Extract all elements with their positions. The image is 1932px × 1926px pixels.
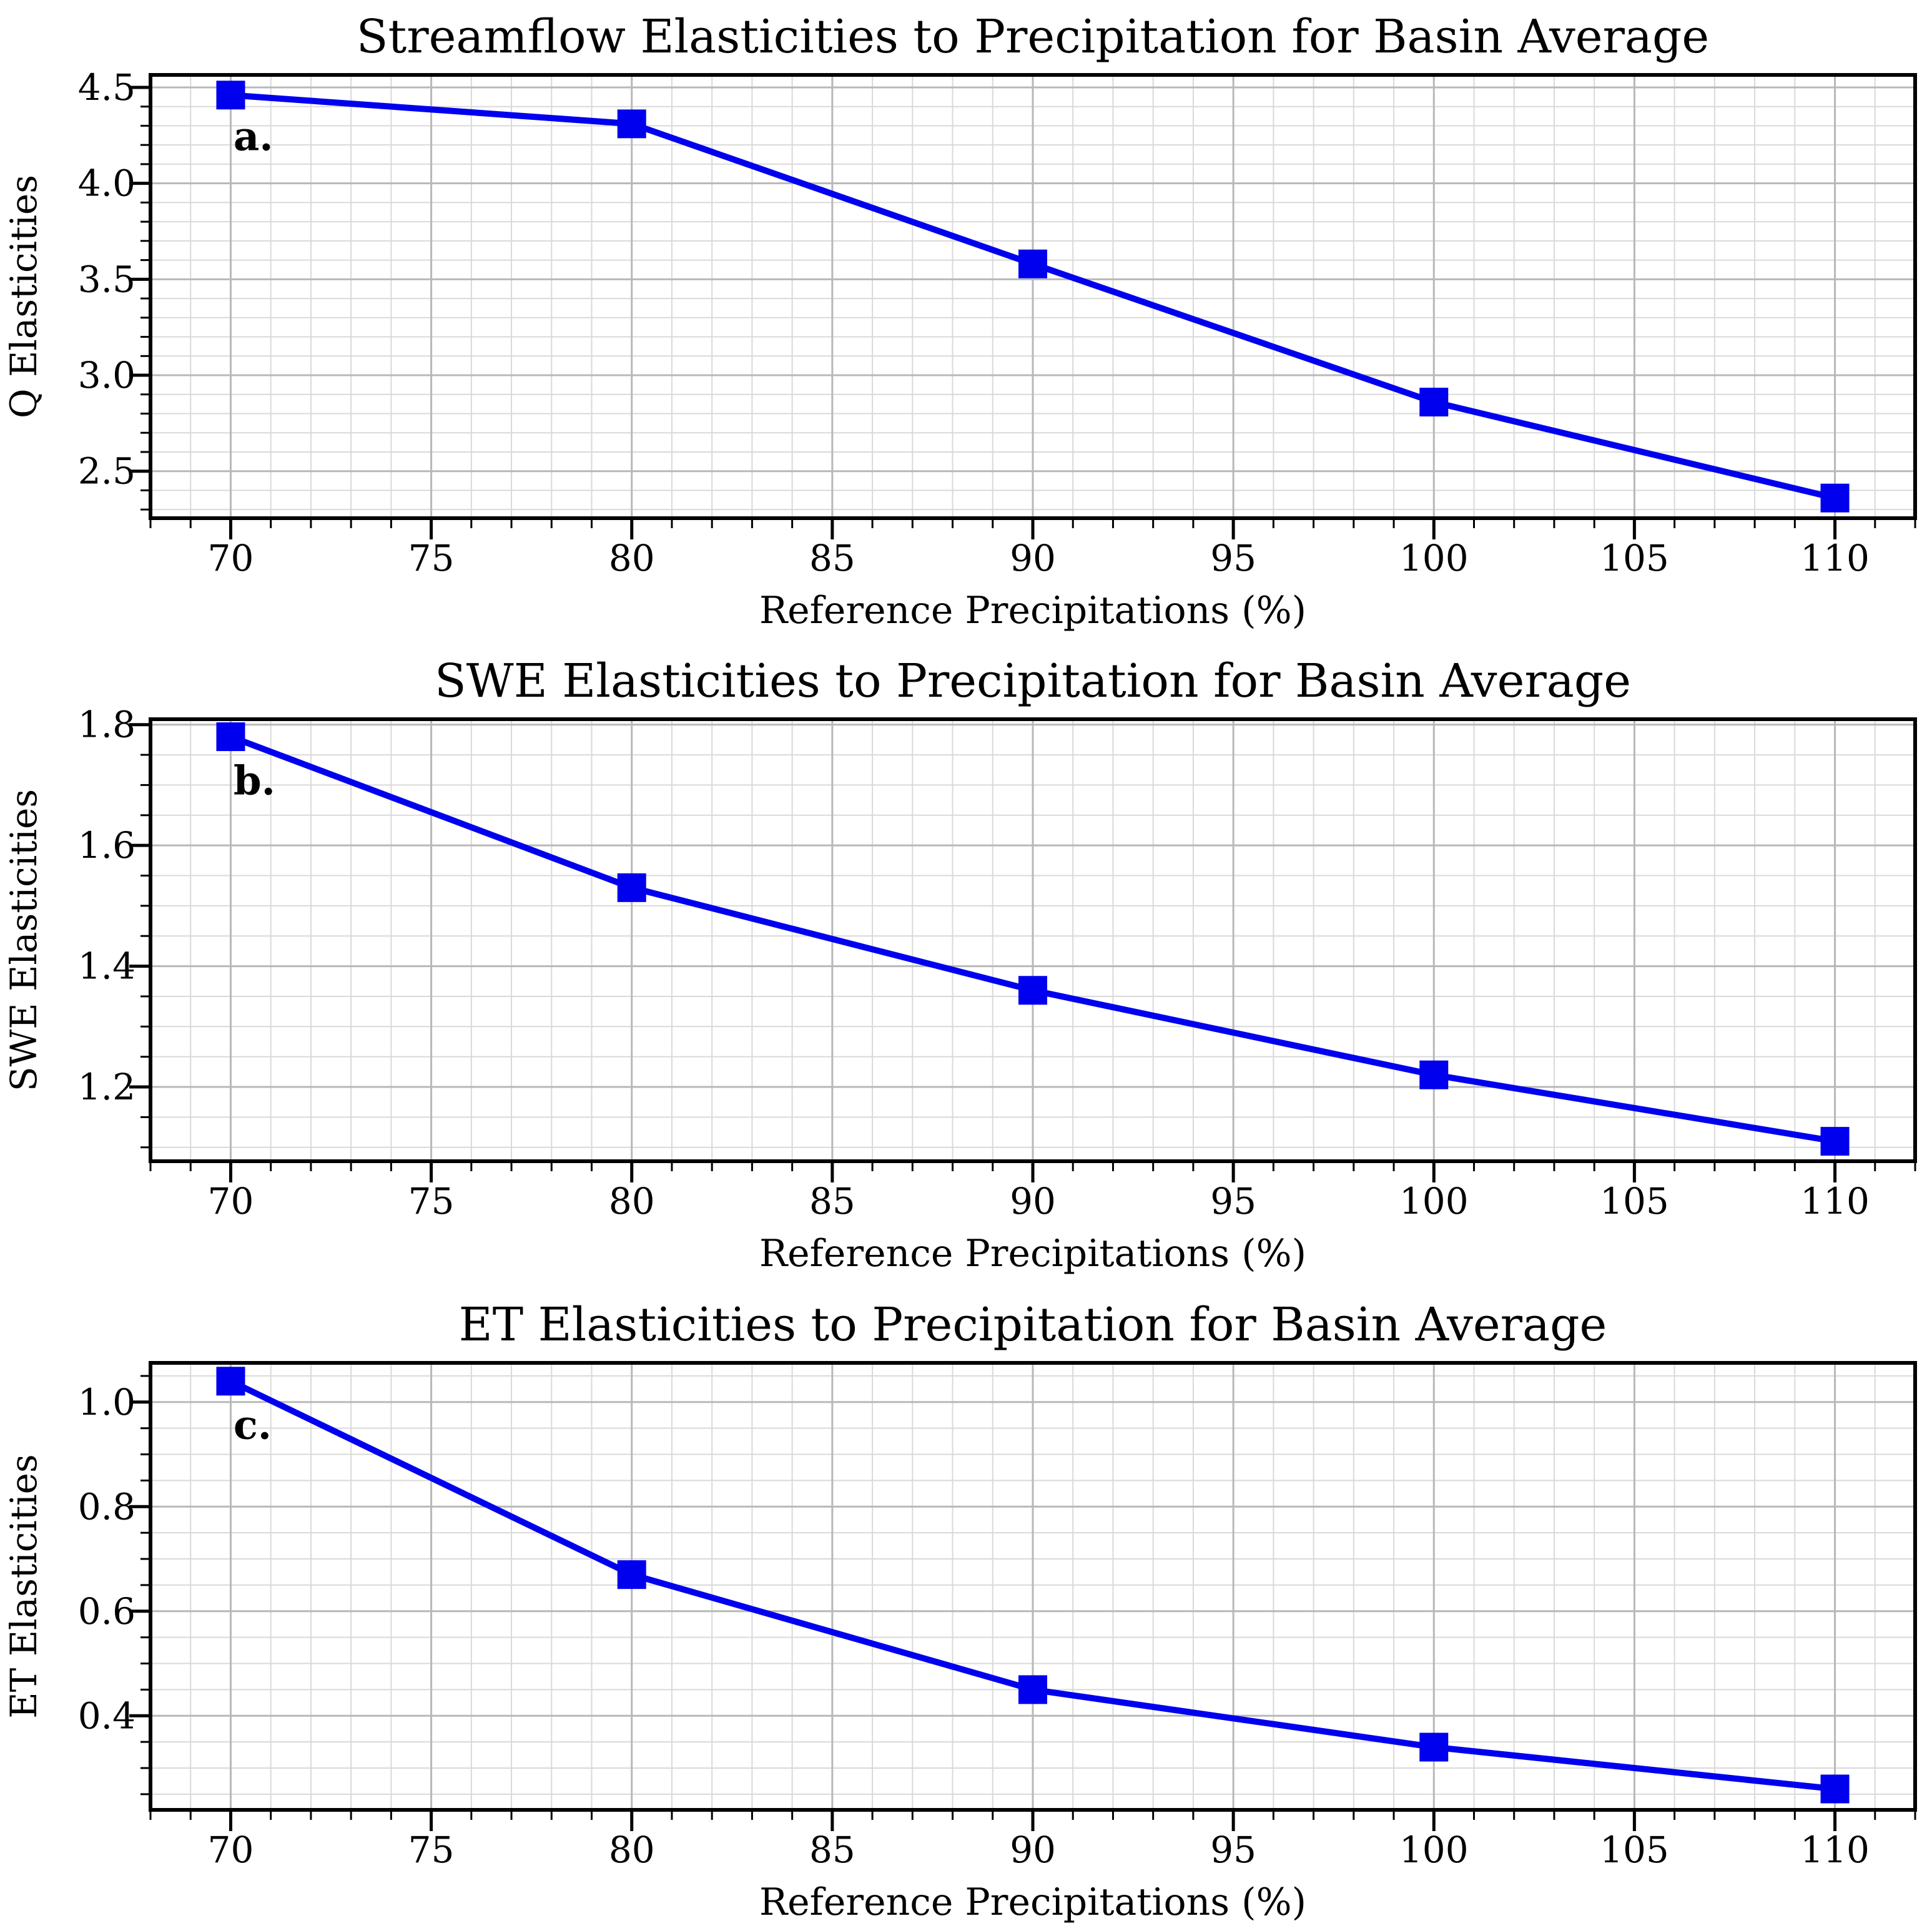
xtick-label: 85	[809, 1180, 855, 1222]
data-point-marker	[1820, 483, 1850, 513]
chart-b-panel-label: b.	[234, 757, 275, 804]
chart-a-xtick-labels: 70 75 80 85 90 95 100 105 110	[208, 537, 1870, 579]
ytick-label: 3.5	[78, 258, 136, 300]
chart-b-ytick-labels: 1.2 1.4 1.6 1.8	[78, 704, 136, 1108]
ytick-label: 0.8	[78, 1485, 136, 1528]
chart-a-major-grid	[150, 75, 1915, 518]
xtick-label: 75	[408, 1180, 455, 1222]
xtick-label: 100	[1399, 1180, 1469, 1222]
data-point-marker	[1820, 1127, 1850, 1156]
chart-a-xlabel: Reference Precipitations (%)	[759, 589, 1306, 632]
ytick-label: 2.5	[78, 450, 136, 493]
chart-c-title: ET Elasticities to Precipitation for Bas…	[459, 1298, 1607, 1352]
ytick-label: 4.0	[78, 162, 136, 205]
chart-b-major-grid	[150, 719, 1915, 1161]
chart-c-ytick-labels: 0.4 0.6 0.8 1.0	[78, 1381, 136, 1737]
chart-a-ytick-labels: 2.5 3.0 3.5 4.0 4.5	[78, 66, 136, 493]
data-point-marker	[1820, 1774, 1850, 1804]
chart-a-ylabel: Q Elasticities	[2, 175, 45, 418]
data-point-marker	[216, 1367, 245, 1396]
xtick-label: 70	[208, 537, 254, 579]
xtick-label: 110	[1800, 1180, 1870, 1222]
data-point-marker	[1419, 1732, 1449, 1762]
xtick-label: 95	[1210, 1829, 1256, 1871]
ytick-label: 1.4	[78, 945, 136, 988]
data-point-marker	[1018, 1675, 1047, 1704]
xtick-label: 75	[408, 1829, 455, 1871]
data-point-marker	[1018, 249, 1047, 278]
ytick-label: 1.6	[78, 824, 136, 867]
xtick-label: 85	[809, 537, 855, 579]
data-point-marker	[1419, 388, 1449, 417]
chart-a-panel-label: a.	[234, 114, 274, 160]
data-point-marker	[216, 81, 245, 110]
chart-c-ticks	[129, 1375, 1916, 1831]
chart-a-markers	[216, 81, 1850, 513]
xtick-label: 105	[1600, 1180, 1669, 1222]
chart-b-title: SWE Elasticities to Precipitation for Ba…	[435, 654, 1631, 708]
ytick-label: 1.0	[78, 1381, 136, 1423]
data-point-marker	[617, 1560, 646, 1589]
xtick-label: 100	[1399, 537, 1469, 579]
xtick-label: 100	[1399, 1829, 1469, 1871]
ytick-label: 3.0	[78, 354, 136, 396]
xtick-label: 90	[1010, 1180, 1056, 1222]
chart-b-ticks	[129, 723, 1916, 1182]
chart-b-xtick-labels: 70 75 80 85 90 95 100 105 110	[208, 1180, 1870, 1222]
data-point-marker	[617, 109, 646, 139]
xtick-label: 110	[1800, 1829, 1870, 1871]
chart-a-plot-border	[149, 73, 1917, 520]
xtick-label: 90	[1010, 537, 1056, 579]
xtick-label: 80	[609, 1829, 655, 1871]
chart-b-xlabel: Reference Precipitations (%)	[759, 1232, 1306, 1275]
xtick-label: 90	[1010, 1829, 1056, 1871]
data-point-marker	[1419, 1060, 1449, 1089]
xtick-label: 75	[408, 537, 455, 579]
chart-b-markers	[216, 722, 1850, 1156]
ytick-label: 0.4	[78, 1694, 136, 1737]
xtick-label: 80	[609, 1180, 655, 1222]
xtick-label: 95	[1210, 1180, 1256, 1222]
chart-b-plot-border	[149, 717, 1917, 1163]
xtick-label: 80	[609, 537, 655, 579]
chart-a-title: Streamflow Elasticities to Precipitation…	[357, 10, 1709, 64]
chart-c-ylabel: ET Elasticities	[2, 1454, 45, 1719]
chart-b: 70 75 80 85 90 95 100 105 110 1.2 1.4 1.6 1.8 SWE Ela…	[2, 654, 1917, 1275]
chart-c-major-grid	[150, 1363, 1915, 1810]
chart-c-xtick-labels: 70 75 80 85 90 95 100 105 110	[208, 1829, 1870, 1871]
chart-c-plot-border	[149, 1361, 1917, 1812]
data-point-marker	[617, 873, 646, 902]
data-point-marker	[1018, 976, 1047, 1005]
ytick-label: 4.5	[78, 66, 136, 109]
xtick-label: 105	[1600, 537, 1669, 579]
data-point-marker	[216, 722, 245, 752]
xtick-label: 70	[208, 1180, 254, 1222]
chart-c-markers	[216, 1367, 1850, 1804]
chart-c: 70 75 80 85 90 95 100 105 110 0.4 0.6 0.8 1.0 ET Elas…	[2, 1298, 1917, 1924]
ytick-label: 0.6	[78, 1590, 136, 1633]
chart-a: 70 75 80 85 90 95 100 105 110 2.5 3.0 3.5 4.0 4.5 Stre…	[2, 10, 1917, 632]
chart-c-panel-label: c.	[234, 1402, 272, 1449]
chart-c-xlabel: Reference Precipitations (%)	[759, 1880, 1306, 1924]
xtick-label: 85	[809, 1829, 855, 1871]
ytick-label: 1.2	[78, 1066, 136, 1108]
chart-b-ylabel: SWE Elasticities	[2, 789, 45, 1091]
ytick-label: 1.8	[78, 704, 136, 746]
xtick-label: 105	[1600, 1829, 1669, 1871]
xtick-label: 95	[1210, 537, 1256, 579]
xtick-label: 70	[208, 1829, 254, 1871]
xtick-label: 110	[1800, 537, 1870, 579]
